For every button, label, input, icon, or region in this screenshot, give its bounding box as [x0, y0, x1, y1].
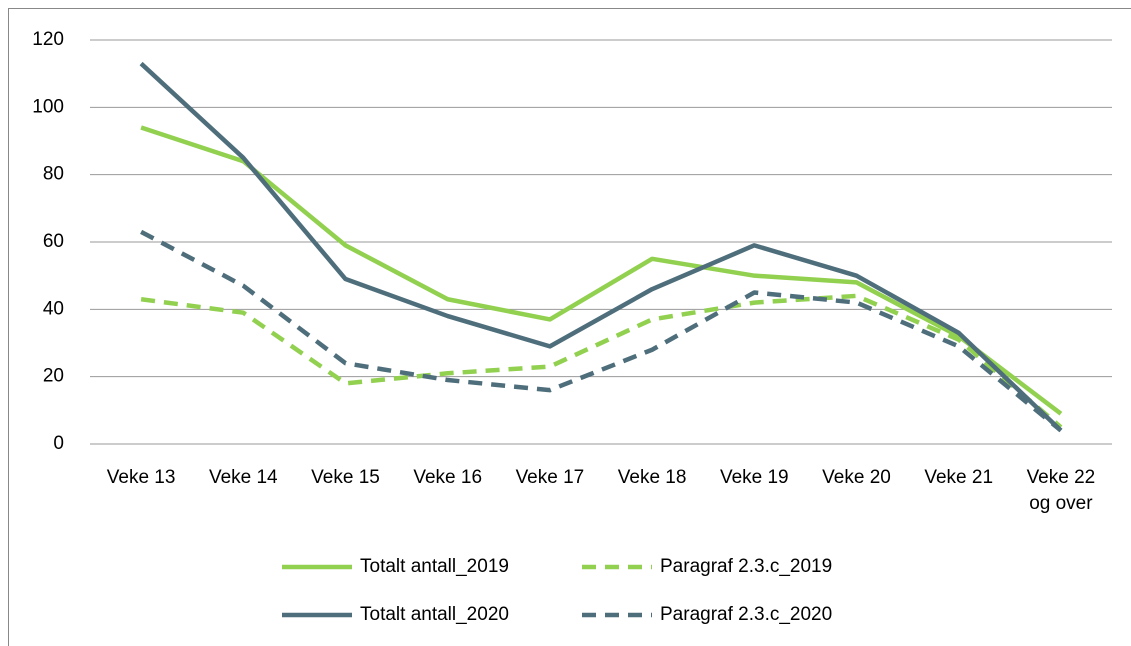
- x-tick-label: Veke 16: [413, 467, 482, 488]
- x-tick-label: Veke 15: [311, 467, 380, 488]
- legend-label: Paragraf 2.3.c_2020: [660, 604, 832, 625]
- series-line: [140, 229, 1063, 433]
- x-tick-label: Veke 22 og over: [1027, 467, 1096, 514]
- legend-label: Totalt antall_2020: [360, 604, 509, 625]
- x-tick-label: Veke 13: [107, 467, 176, 488]
- series-line: [140, 293, 1063, 429]
- legend-label: Totalt antall_2019: [360, 556, 509, 577]
- y-tick-label: 120: [32, 29, 64, 50]
- x-tick-label: Veke 20: [822, 467, 891, 488]
- legend-label: Paragraf 2.3.c_2019: [660, 556, 832, 577]
- x-tick-label: Veke 18: [618, 467, 687, 488]
- y-tick-label: 20: [43, 366, 64, 387]
- x-tick-label: Veke 17: [516, 467, 585, 488]
- series-line: [140, 125, 1063, 416]
- x-tick-label: Veke 14: [209, 467, 278, 488]
- y-tick-label: 0: [53, 433, 64, 454]
- x-tick-label: Veke 21: [924, 467, 993, 488]
- series-line: [139, 61, 1063, 433]
- y-tick-label: 80: [43, 164, 64, 185]
- y-tick-label: 100: [32, 96, 64, 117]
- y-tick-label: 60: [43, 231, 64, 252]
- x-tick-label: Veke 19: [720, 467, 789, 488]
- y-tick-label: 40: [43, 298, 64, 319]
- chart-frame: [8, 8, 1131, 646]
